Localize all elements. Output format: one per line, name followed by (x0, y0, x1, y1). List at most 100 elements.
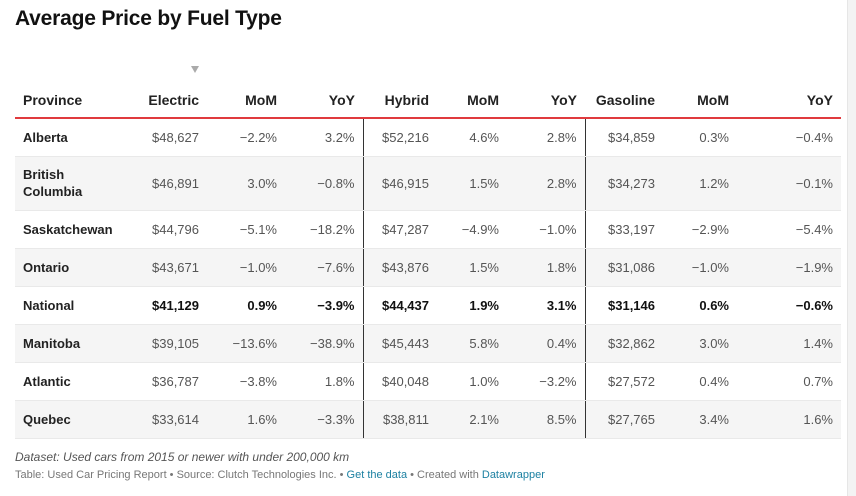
value-cell: −38.9% (285, 324, 363, 363)
value-cell: −2.2% (207, 118, 285, 157)
value-cell: $43,876 (362, 248, 437, 287)
value-cell: −7.6% (285, 248, 363, 287)
footer: Table: Used Car Pricing Report • Source:… (15, 469, 545, 481)
price-table: Province Electric MoM YoY Hybrid MoM YoY… (15, 64, 841, 439)
value-cell: 0.3% (663, 118, 737, 157)
col-header-province[interactable]: Province (15, 64, 131, 119)
header-row: Province Electric MoM YoY Hybrid MoM YoY… (15, 64, 841, 119)
value-cell: $31,146 (584, 286, 663, 325)
value-cell: 1.9% (437, 286, 507, 325)
table-row: Saskatchewan $44,796 −5.1% −18.2% $47,287 −4.… (15, 210, 841, 249)
value-cell: 1.5% (437, 248, 507, 287)
dataset-note: Dataset: Used cars from 2015 or newer wi… (15, 450, 350, 464)
value-cell: 3.0% (663, 324, 737, 363)
table-row: National $41,129 0.9% −3.9% $44,437 1.9% 3.1% $… (15, 286, 841, 325)
value-cell: −3.8% (207, 362, 285, 401)
province-cell: Ontario (15, 248, 131, 287)
value-cell: $46,915 (362, 156, 437, 211)
value-cell: $34,273 (584, 156, 663, 211)
value-cell: −3.9% (285, 286, 363, 325)
value-cell: 1.0% (437, 362, 507, 401)
table-row: Quebec $33,614 1.6% −3.3% $38,811 2.1% 8.5% $27… (15, 400, 841, 439)
table-row: Manitoba $39,105 −13.6% −38.9% $45,443 5.8% 0.… (15, 324, 841, 363)
value-cell: $43,671 (131, 248, 207, 287)
value-cell: −4.9% (437, 210, 507, 249)
value-cell: $32,862 (584, 324, 663, 363)
value-cell: −1.0% (207, 248, 285, 287)
value-cell: $45,443 (362, 324, 437, 363)
datawrapper-link[interactable]: Datawrapper (481, 469, 545, 481)
value-cell: −1.9% (737, 248, 841, 287)
value-cell: −1.0% (663, 248, 737, 287)
value-cell: $52,216 (362, 118, 437, 157)
value-cell: −0.1% (737, 156, 841, 211)
value-cell: $31,086 (584, 248, 663, 287)
table-row: Alberta $48,627 −2.2% 3.2% $52,216 4.6% 2.8% $3… (15, 118, 841, 157)
value-cell: 0.6% (663, 286, 737, 325)
value-cell: −5.4% (737, 210, 841, 249)
province-cell: National (15, 286, 131, 325)
province-cell: Quebec (15, 400, 131, 439)
value-cell: −5.1% (207, 210, 285, 249)
value-cell: $39,105 (131, 324, 207, 363)
value-cell: −18.2% (285, 210, 363, 249)
value-cell: 3.0% (207, 156, 285, 211)
value-cell: −3.2% (507, 362, 585, 401)
value-cell: 0.9% (207, 286, 285, 325)
value-cell: −2.9% (663, 210, 737, 249)
footer-source: Table: Used Car Pricing Report • Source:… (15, 469, 347, 481)
value-cell: $44,796 (131, 210, 207, 249)
value-cell: 1.8% (285, 362, 363, 401)
value-cell: $38,811 (362, 400, 437, 439)
sort-desc-icon (191, 66, 199, 73)
province-cell: Saskatchewan (15, 210, 131, 249)
value-cell: 0.4% (507, 324, 585, 363)
table-row: Atlantic $36,787 −3.8% 1.8% $40,048 1.0% −3.2%… (15, 362, 841, 401)
value-cell: $33,614 (131, 400, 207, 439)
value-cell: $46,891 (131, 156, 207, 211)
value-cell: 2.1% (437, 400, 507, 439)
col-header-hybrid-mom[interactable]: MoM (437, 64, 507, 119)
col-header-gasoline-yoy[interactable]: YoY (737, 64, 841, 119)
value-cell: −0.6% (737, 286, 841, 325)
value-cell: 8.5% (507, 400, 585, 439)
value-cell: −3.3% (285, 400, 363, 439)
value-cell: −0.4% (737, 118, 841, 157)
value-cell: 1.6% (207, 400, 285, 439)
table-row: British Columbia $46,891 3.0% −0.8% $46,915 1… (15, 156, 841, 211)
value-cell: 0.7% (737, 362, 841, 401)
value-cell: $34,859 (584, 118, 663, 157)
value-cell: 2.8% (507, 156, 585, 211)
province-cell: Manitoba (15, 324, 131, 363)
table-row: Ontario $43,671 −1.0% −7.6% $43,876 1.5% 1.8% $… (15, 248, 841, 287)
value-cell: 2.8% (507, 118, 585, 157)
col-header-gasoline-mom[interactable]: MoM (663, 64, 737, 119)
col-header-electric-yoy[interactable]: YoY (285, 64, 363, 119)
col-header-electric[interactable]: Electric (131, 64, 207, 119)
value-cell: 3.1% (507, 286, 585, 325)
value-cell: 1.5% (437, 156, 507, 211)
province-cell: Atlantic (15, 362, 131, 401)
value-cell: $44,437 (362, 286, 437, 325)
scrollbar[interactable] (847, 0, 856, 496)
value-cell: −0.8% (285, 156, 363, 211)
col-header-hybrid[interactable]: Hybrid (363, 64, 437, 119)
value-cell: $40,048 (362, 362, 437, 401)
value-cell: $47,287 (362, 210, 437, 249)
value-cell: $36,787 (131, 362, 207, 401)
col-header-gasoline[interactable]: Gasoline (585, 64, 663, 119)
value-cell: 1.2% (663, 156, 737, 211)
col-header-hybrid-yoy[interactable]: YoY (507, 64, 585, 119)
value-cell: $27,765 (584, 400, 663, 439)
province-cell: Alberta (15, 118, 131, 157)
value-cell: $33,197 (584, 210, 663, 249)
col-header-electric-mom[interactable]: MoM (207, 64, 285, 119)
get-the-data-link[interactable]: Get the data (346, 469, 408, 481)
value-cell: $41,129 (131, 286, 207, 325)
value-cell: 3.4% (663, 400, 737, 439)
province-cell: British Columbia (15, 156, 131, 211)
value-cell: −1.0% (507, 210, 585, 249)
value-cell: 5.8% (437, 324, 507, 363)
value-cell: $48,627 (131, 118, 207, 157)
value-cell: 3.2% (285, 118, 363, 157)
